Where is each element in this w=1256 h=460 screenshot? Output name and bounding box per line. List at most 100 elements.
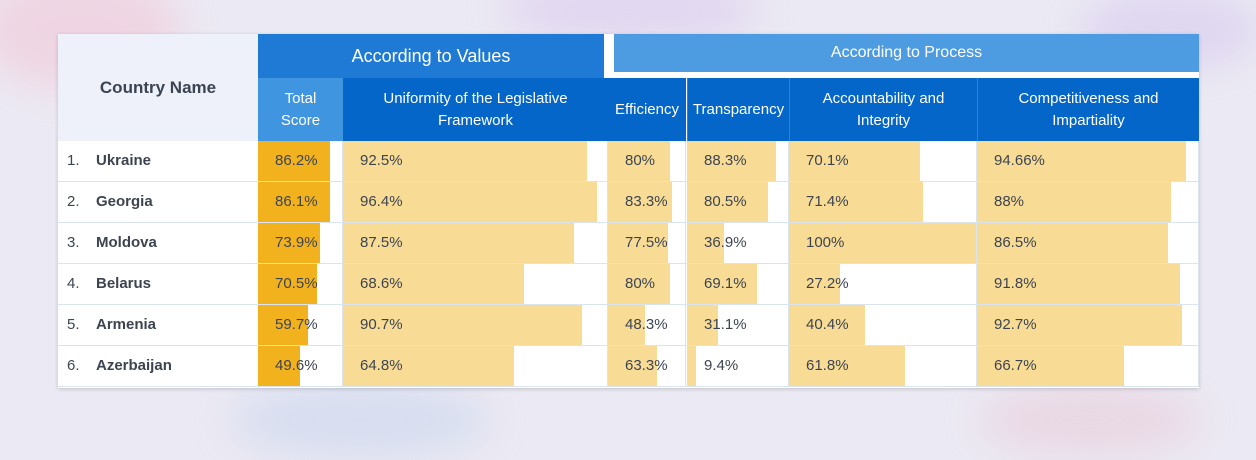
uniformity-bar — [343, 264, 524, 304]
uniformity-bar — [343, 346, 514, 386]
total-score-label: Total Score — [280, 89, 321, 129]
transparency-bar — [687, 346, 696, 386]
efficiency-value: 77.5% — [625, 234, 668, 251]
accountability-cell: 40.4% — [789, 305, 977, 345]
transparency-value: 9.4% — [704, 357, 739, 374]
total-score-cell: 86.1% — [258, 182, 343, 222]
country-name: Belarus — [96, 275, 152, 292]
uniformity-value: 68.6% — [360, 275, 403, 292]
accountability-bar — [789, 223, 976, 263]
efficiency-value: 63.3% — [625, 357, 668, 374]
country-name: Armenia — [96, 316, 157, 333]
efficiency-value: 83.3% — [625, 193, 668, 210]
transparency-cell: 36.9% — [687, 223, 789, 263]
accountability-bar — [789, 346, 905, 386]
total-score-cell: 70.5% — [258, 264, 343, 304]
row-divider — [58, 386, 1199, 387]
competitiveness-cell: 86.5% — [977, 223, 1199, 263]
competitiveness-cell: 92.7% — [977, 305, 1199, 345]
row-divider — [58, 263, 1199, 264]
total-score-value: 49.6% — [275, 357, 318, 374]
transparency-value: 69.1% — [704, 275, 747, 292]
efficiency-cell: 48.3% — [608, 305, 686, 345]
table-row: 2. Georgia 86.1% 96.4% 83.3% 80.5% 71.4% 88% — [58, 182, 1199, 223]
competitiveness-label: Competitiveness and Impartiality — [1018, 89, 1159, 129]
accountability-cell: 61.8% — [789, 346, 977, 386]
total-score-header: Total Score — [258, 78, 343, 141]
uniformity-cell: 68.6% — [343, 264, 608, 304]
ranking-table: Country Name According to Values Accordi… — [58, 34, 1199, 388]
accountability-label: Accountability and Integrity — [822, 89, 945, 129]
uniformity-bar — [343, 223, 574, 263]
competitiveness-cell: 88% — [977, 182, 1199, 222]
transparency-value: 31.1% — [704, 316, 747, 333]
country-name: Moldova — [96, 234, 157, 251]
transparency-cell: 88.3% — [687, 141, 789, 181]
row-divider — [58, 222, 1199, 223]
uniformity-bar — [343, 182, 597, 222]
efficiency-bar — [608, 346, 657, 386]
accountability-bar — [789, 141, 920, 181]
uniformity-header: Uniformity of the Legislative Framework — [343, 78, 608, 141]
table-row: 4. Belarus 70.5% 68.6% 80% 69.1% 27.2% 91.8% — [58, 264, 1199, 305]
table-row: 3. Moldova 73.9% 87.5% 77.5% 36.9% 100% 86.5% — [58, 223, 1199, 264]
according-to-process-header: According to Process — [614, 34, 1199, 72]
uniformity-bar — [343, 141, 587, 181]
total-score-value: 59.7% — [275, 316, 318, 333]
total-score-bar — [258, 264, 317, 304]
uniformity-cell: 87.5% — [343, 223, 608, 263]
uniformity-cell: 90.7% — [343, 305, 608, 345]
uniformity-cell: 64.8% — [343, 346, 608, 386]
transparency-label: Transparency — [692, 100, 785, 118]
table-row: 1. Ukraine 86.2% 92.5% 80% 88.3% 70.1% 94.66% — [58, 141, 1199, 182]
efficiency-cell: 80% — [608, 141, 686, 181]
country-name: Georgia — [96, 193, 153, 210]
country-name: Azerbaijan — [96, 357, 172, 374]
competitiveness-bar — [977, 141, 1186, 181]
accountability-value: 100% — [806, 234, 845, 251]
efficiency-bar — [608, 141, 670, 181]
total-score-cell: 73.9% — [258, 223, 343, 263]
rank-number: 2. — [67, 193, 80, 210]
efficiency-value: 48.3% — [625, 316, 668, 333]
total-score-bar — [258, 305, 308, 345]
accountability-cell: 71.4% — [789, 182, 977, 222]
rank-number: 3. — [67, 234, 80, 251]
competitiveness-value: 86.5% — [994, 234, 1037, 251]
total-score-value: 70.5% — [275, 275, 318, 292]
efficiency-value: 80% — [625, 152, 656, 169]
efficiency-value: 80% — [625, 275, 656, 292]
transparency-cell: 9.4% — [687, 346, 789, 386]
accountability-value: 61.8% — [806, 357, 849, 374]
efficiency-cell: 77.5% — [608, 223, 686, 263]
accountability-value: 71.4% — [806, 193, 849, 210]
accountability-value: 70.1% — [806, 152, 849, 169]
rank-number: 5. — [67, 316, 80, 333]
accountability-bar — [789, 182, 923, 222]
total-score-value: 86.2% — [275, 152, 318, 169]
rank-number: 4. — [67, 275, 80, 292]
transparency-bar — [687, 264, 757, 304]
rank-number: 6. — [67, 357, 80, 374]
transparency-bar — [687, 305, 718, 345]
competitiveness-bar — [977, 223, 1168, 263]
competitiveness-bar — [977, 264, 1180, 304]
according-to-values-header: According to Values — [258, 34, 604, 78]
efficiency-bar — [608, 182, 672, 222]
total-score-bar — [258, 182, 330, 222]
efficiency-cell: 83.3% — [608, 182, 686, 222]
total-score-cell: 49.6% — [258, 346, 343, 386]
competitiveness-value: 91.8% — [994, 275, 1037, 292]
table-row: 6. Azerbaijan 49.6% 64.8% 63.3% 9.4% 61.8% 66.7… — [58, 346, 1199, 387]
total-score-value: 73.9% — [275, 234, 318, 251]
country-name-header: Country Name — [58, 34, 258, 141]
competitiveness-bar — [977, 346, 1124, 386]
competitiveness-value: 94.66% — [994, 152, 1045, 169]
efficiency-bar — [608, 305, 645, 345]
accountability-bar — [789, 305, 865, 345]
uniformity-value: 92.5% — [360, 152, 403, 169]
accountability-cell: 27.2% — [789, 264, 977, 304]
accountability-header: Accountability and Integrity — [789, 78, 977, 141]
row-divider — [58, 304, 1199, 305]
transparency-bar — [687, 182, 768, 222]
